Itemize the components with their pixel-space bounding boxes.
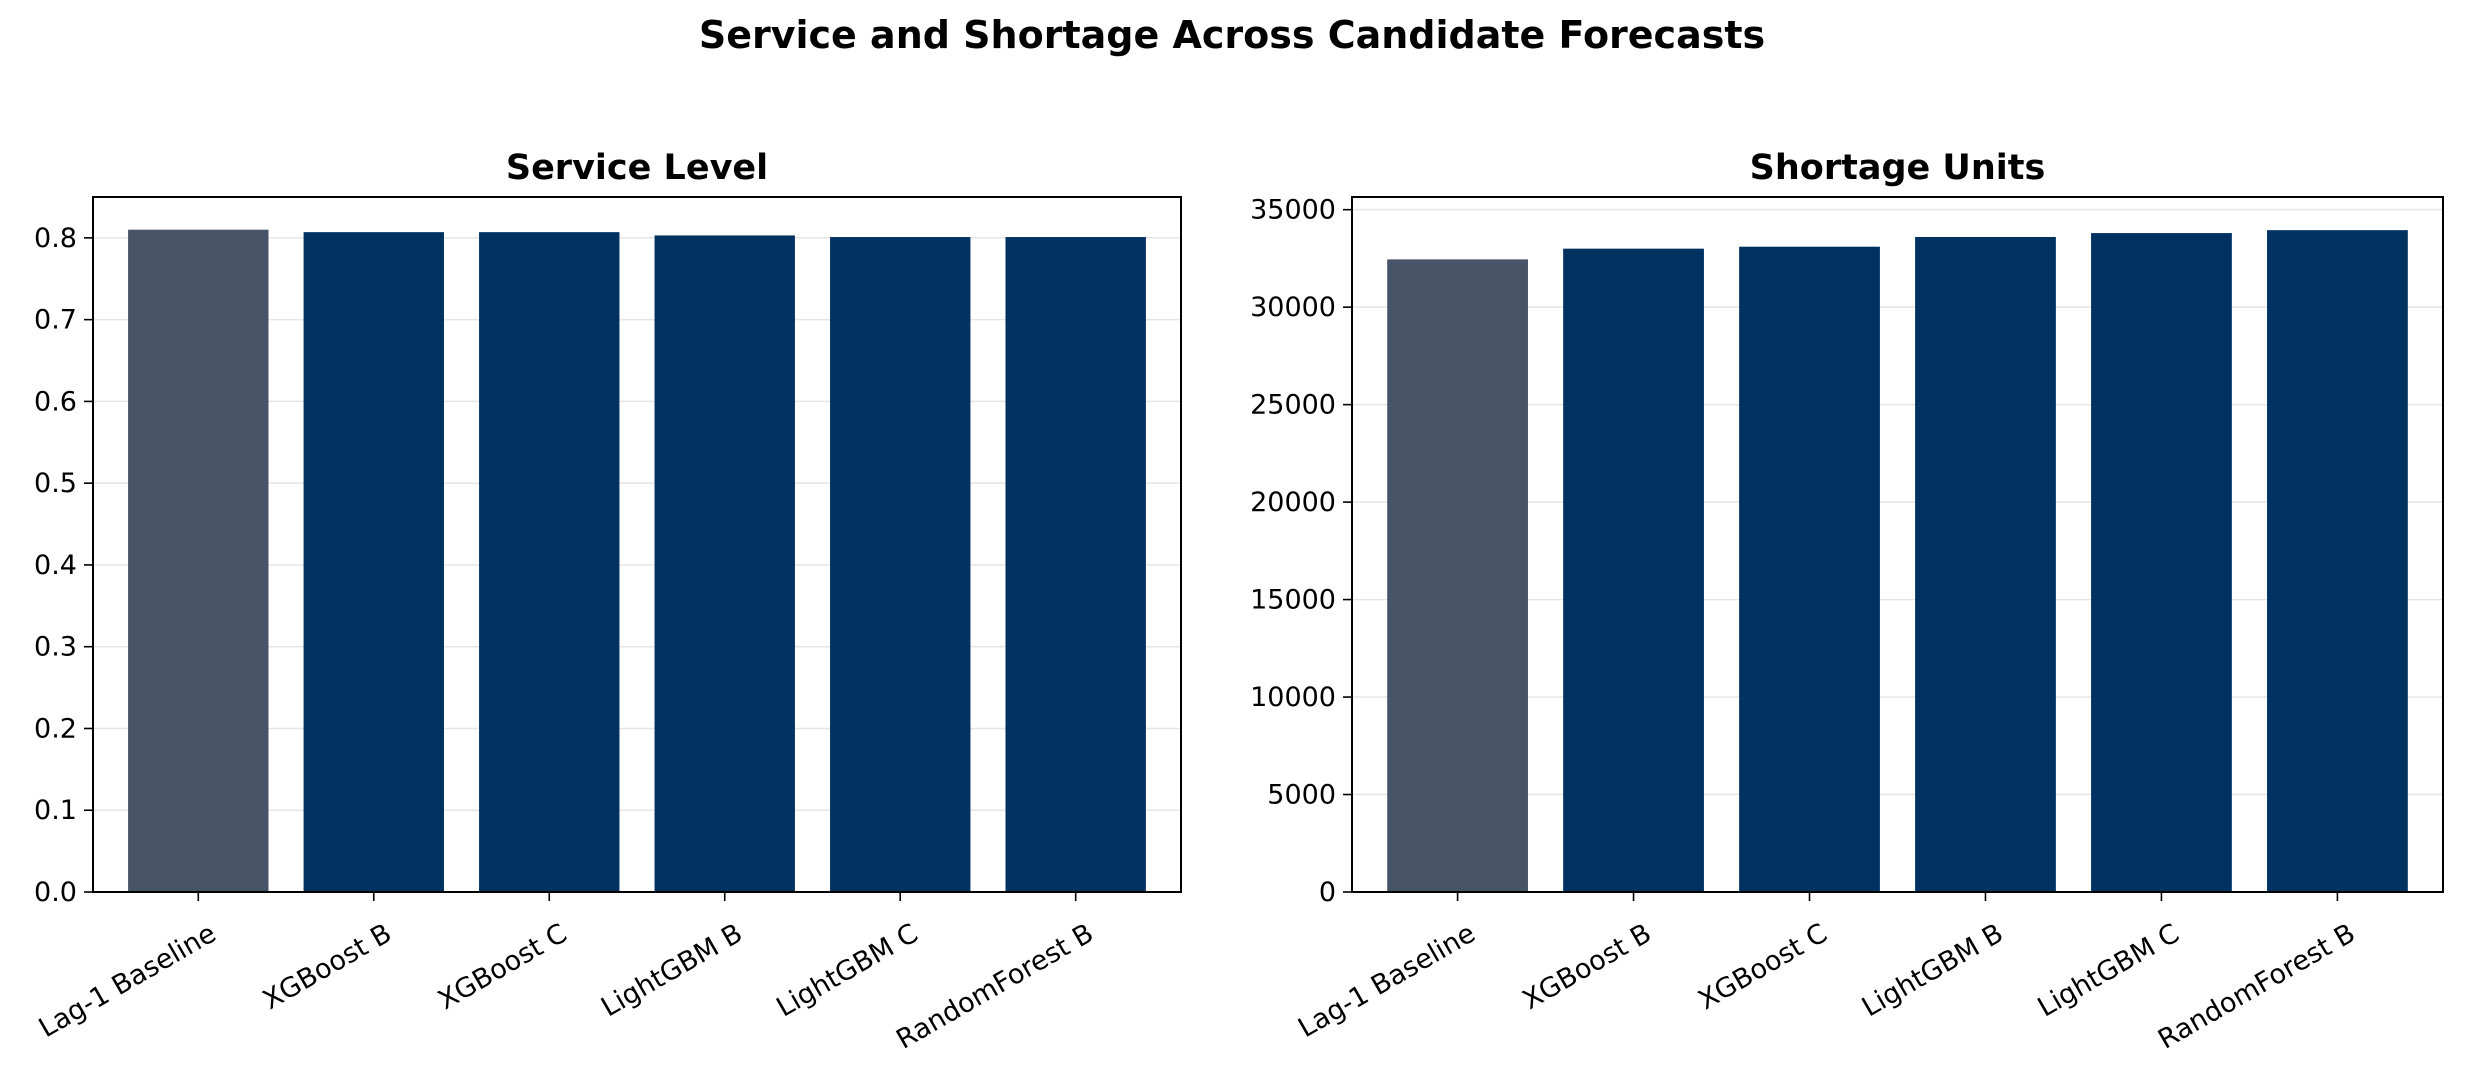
service-level-bar	[654, 235, 795, 892]
service-level-ytick-label: 0.5	[34, 468, 77, 499]
service-level-ytick-label: 0.7	[34, 305, 77, 336]
service-level-xtick-label: XGBoost B	[258, 918, 397, 1016]
shortage-units-bar	[1387, 259, 1528, 892]
service-level-ytick-label: 0.6	[34, 386, 77, 417]
shortage-units-xtick-label: XGBoost C	[1693, 918, 1832, 1016]
service-level-bar	[830, 237, 971, 893]
shortage-units-ytick-label: 30000	[1250, 292, 1336, 323]
service-level-panel: Service Level 0.0 0.1 0.2 0.3 0.4 0.5 0.6 0.7 0.8…	[34, 148, 1182, 1056]
service-level-xtick-label: RandomForest B	[891, 918, 1099, 1056]
shortage-units-ytick-label: 10000	[1250, 682, 1336, 713]
shortage-units-ytick-label: 0	[1319, 877, 1336, 908]
shortage-units-ytick-label: 20000	[1250, 487, 1336, 518]
shortage-units-xtick-label: LightGBM C	[2033, 918, 2185, 1024]
shortage-units-axes-frame	[1351, 196, 2444, 893]
figure-title: Service and Shortage Across Candidate Fo…	[699, 13, 1765, 57]
service-level-ytick-label: 0.8	[34, 223, 77, 254]
service-level-bar	[303, 232, 444, 893]
service-level-ytick-label: 0.3	[34, 632, 77, 663]
service-level-ytick-label: 0.0	[34, 877, 77, 908]
shortage-units-ytick-label: 25000	[1250, 390, 1336, 421]
shortage-units-xtick-label: Lag-1 Baseline	[1293, 918, 1481, 1044]
service-level-xtick-label: LightGBM B	[596, 918, 748, 1023]
service-level-xtick-label: Lag-1 Baseline	[34, 918, 222, 1044]
shortage-units-xtick-label: LightGBM B	[1857, 918, 2009, 1023]
service-level-bar	[479, 232, 620, 893]
service-level-ytick-label: 0.4	[34, 550, 77, 581]
service-level-bar	[1005, 237, 1146, 893]
service-level-xtick-label: LightGBM C	[771, 918, 923, 1024]
shortage-units-bar	[1915, 236, 2056, 892]
shortage-units-bar	[1739, 246, 1880, 893]
service-level-xtick-label: XGBoost C	[433, 918, 572, 1016]
shortage-units-xtick-label: XGBoost B	[1518, 918, 1657, 1016]
shortage-units-bar	[2267, 230, 2408, 892]
service-level-axes-frame	[92, 196, 1182, 893]
service-level-ytick-label: 0.1	[34, 795, 77, 826]
shortage-units-panel: Shortage Units 0 5000 10000 15000 20000 25000 3…	[1250, 148, 2444, 1056]
shortage-units-ytick-label: 35000	[1250, 195, 1336, 226]
shortage-units-ytick-label: 15000	[1250, 585, 1336, 616]
service-level-title: Service Level	[506, 148, 768, 188]
shortage-units-bar	[2091, 233, 2232, 892]
service-level-bar	[128, 229, 269, 893]
service-level-ytick-label: 0.2	[34, 713, 77, 744]
shortage-units-title: Shortage Units	[1750, 148, 2046, 188]
shortage-units-bar	[1563, 248, 1704, 892]
shortage-units-xtick-label: RandomForest B	[2153, 918, 2361, 1056]
shortage-units-ytick-label: 5000	[1267, 780, 1336, 811]
